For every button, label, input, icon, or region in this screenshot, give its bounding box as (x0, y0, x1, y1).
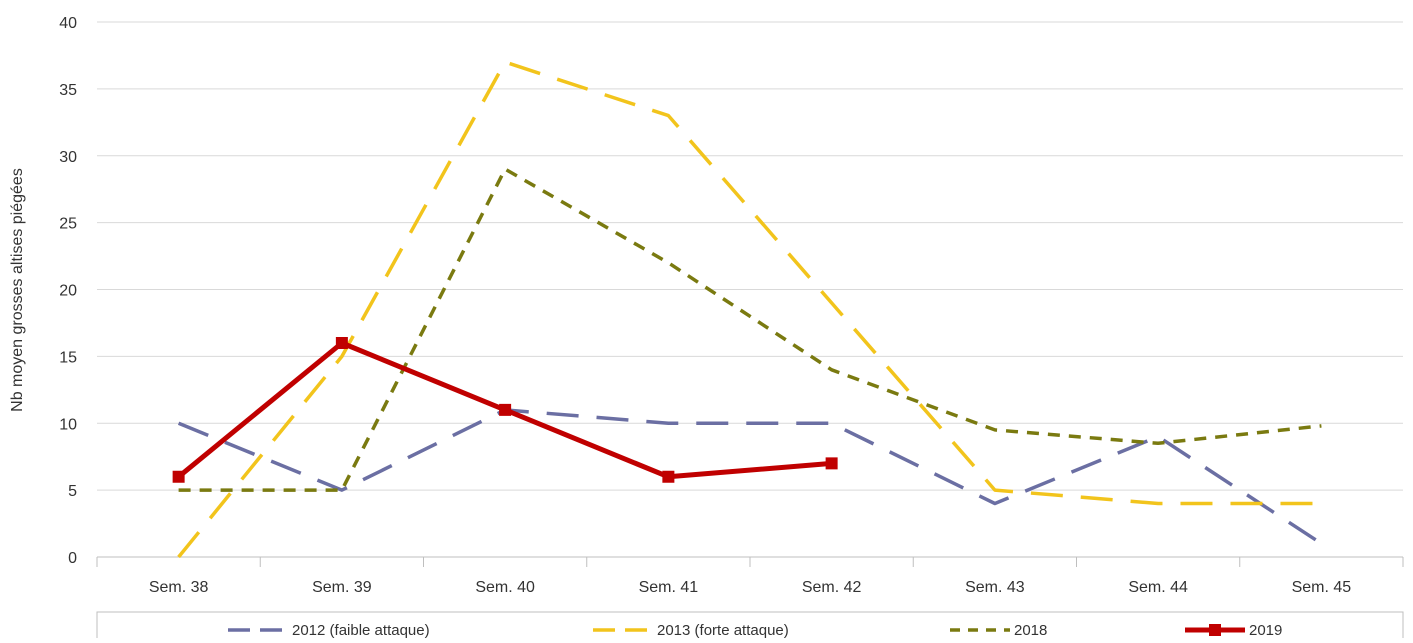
x-tick-labels: Sem. 38 Sem. 39 Sem. 40 Sem. 41 Sem. 42 Sem. … (149, 579, 1351, 596)
legend-marker (1209, 624, 1221, 636)
y-tick-label: 20 (59, 283, 77, 300)
series-line-2 (178, 167, 1322, 492)
y-axis-title: Nb moyen grosses altises piégées (9, 168, 26, 412)
x-tick-label: Sem. 43 (965, 579, 1025, 596)
legend-label: 2012 (faible attaque) (292, 622, 430, 638)
data-point-marker (662, 470, 675, 483)
legend-label: 2019 (1249, 622, 1282, 638)
legend: 2012 (faible attaque) 2013 (forte attaque… (96, 611, 1404, 643)
y-tick-label: 25 (59, 216, 77, 233)
y-tick-label: 5 (68, 483, 77, 500)
y-tick-label: 35 (59, 82, 77, 99)
x-tick-label: Sem. 39 (312, 579, 372, 596)
y-tick-label: 0 (68, 550, 77, 567)
x-tick-label: Sem. 41 (639, 579, 699, 596)
legend-box (96, 611, 1404, 643)
gridlines (97, 21, 1403, 491)
y-tick-labels: 0 5 10 15 20 25 30 35 40 (59, 15, 77, 567)
y-tick-label: 10 (59, 416, 77, 433)
data-point-marker (335, 337, 348, 349)
data-point-marker (499, 403, 512, 416)
data-point-marker (825, 457, 838, 470)
axes (96, 556, 1404, 567)
x-tick-label: Sem. 42 (802, 579, 862, 596)
series-line-1 (177, 60, 1322, 559)
legend-label: 2013 (forte attaque) (657, 622, 789, 638)
x-tick-label: Sem. 44 (1128, 579, 1188, 596)
legend-label: 2018 (1014, 622, 1047, 638)
y-tick-label: 40 (59, 15, 77, 32)
y-tick-label: 30 (59, 149, 77, 166)
data-point-marker (172, 470, 185, 483)
series-lines (172, 60, 1323, 559)
x-tick-label: Sem. 38 (149, 579, 209, 596)
y-tick-label: 15 (59, 349, 77, 366)
x-tick-label: Sem. 40 (475, 579, 535, 596)
series-line-0 (177, 408, 1323, 546)
x-tick-label: Sem. 45 (1292, 579, 1352, 596)
